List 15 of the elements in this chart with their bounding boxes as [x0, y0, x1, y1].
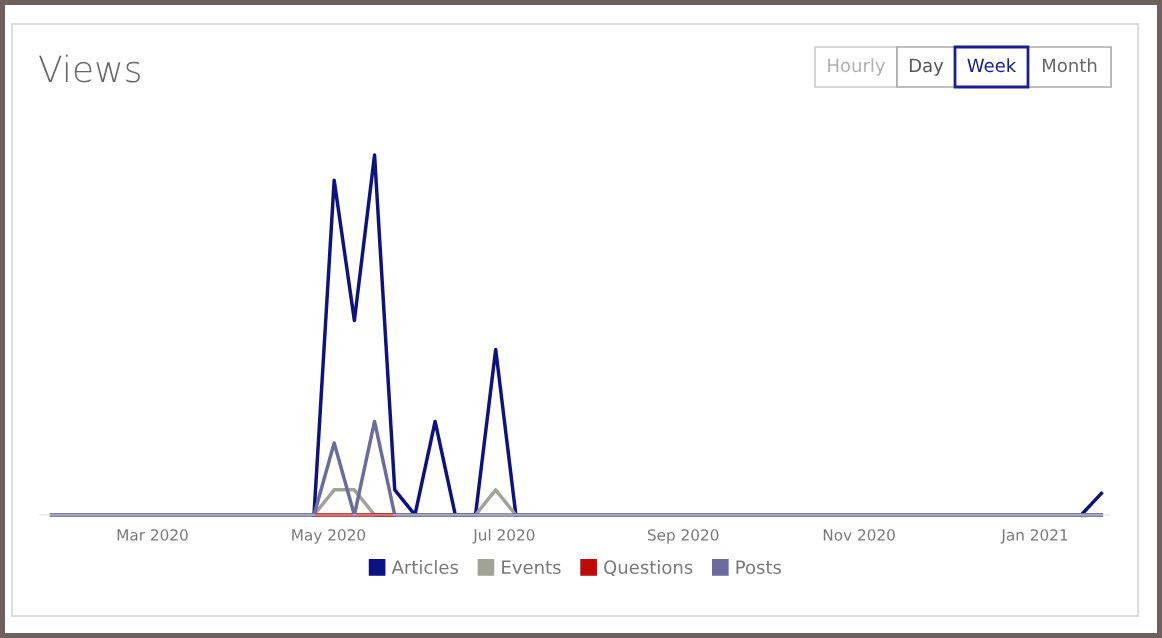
legend-label: Questions — [604, 560, 693, 577]
chart-title: Views — [39, 54, 140, 83]
text: Hourly — [828, 58, 886, 76]
x-tick-label: Nov 2020 — [823, 529, 895, 541]
x-tick-label: Sep 2020 — [647, 529, 719, 544]
legend-label: Posts — [736, 560, 782, 575]
legend-label: Articles — [391, 560, 458, 575]
x-tick-label: Jan 2021 — [1000, 529, 1068, 544]
legend-label: Events — [502, 560, 561, 575]
x-tick-label: Mar 2020 — [117, 529, 188, 541]
x-tick-label: May 2020 — [292, 529, 366, 544]
x-tick-label: Jul 2020 — [472, 528, 535, 544]
text: Day — [909, 58, 944, 76]
text: Month — [1042, 58, 1097, 73]
text: Week — [967, 58, 1017, 73]
